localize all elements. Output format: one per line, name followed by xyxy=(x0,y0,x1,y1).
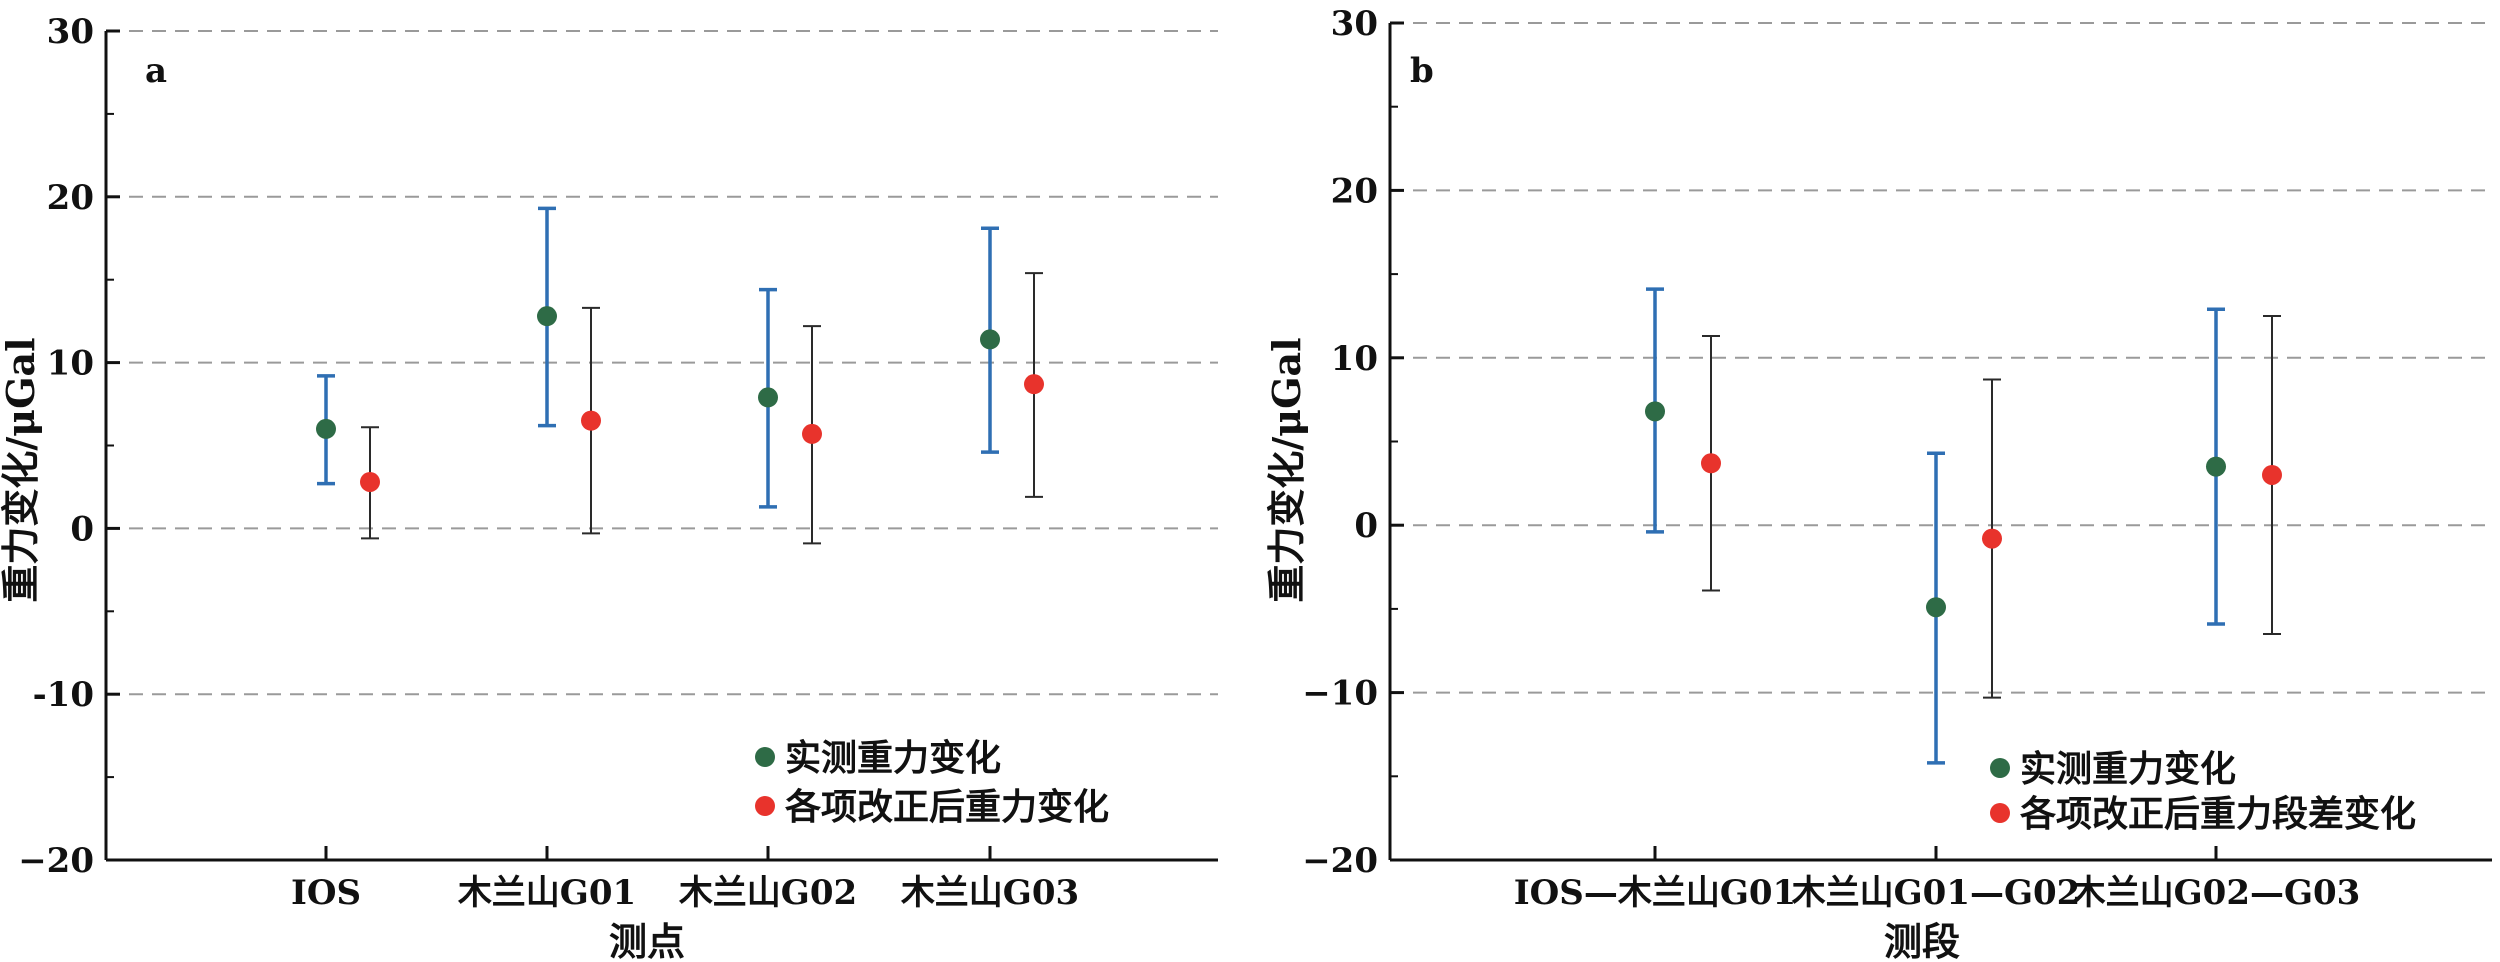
y-tick-label-b: −20 xyxy=(1302,841,1378,881)
panel-label-b: b xyxy=(1410,51,1434,91)
data-point-a-s0 xyxy=(316,418,336,439)
chart-panel-a: 测点 重力变化/μGal −20 -10 0 10 20 30 IOS 木兰山G01 木兰山G0… xyxy=(0,12,1218,962)
data-point-b-s0 xyxy=(1645,401,1665,422)
y-axis-title-a: 重力变化/μGal xyxy=(0,337,43,602)
data-point-b-s0 xyxy=(1926,597,1946,618)
y-tick-label-b: −10 xyxy=(1302,674,1378,714)
panel-label-a: a xyxy=(145,51,167,91)
data-point-a-s1 xyxy=(1024,374,1044,395)
y-tick-label-b: 20 xyxy=(1331,171,1378,211)
x-tick-label-a: 木兰山G03 xyxy=(900,873,1079,913)
legend-label-corrected-a: 各项改正后重力变化 xyxy=(785,786,1109,828)
data-point-a-s0 xyxy=(758,387,778,408)
x-tick-label-a: IOS xyxy=(291,873,361,913)
data-point-a-s1 xyxy=(360,471,380,492)
data-point-a-s0 xyxy=(980,329,1000,350)
y-tick-label-b: 30 xyxy=(1331,4,1378,44)
data-point-a-s1 xyxy=(802,423,822,444)
y-tick-label-a: 20 xyxy=(47,178,94,218)
data-point-b-s1 xyxy=(1982,528,2002,549)
y-tick-label-a: 0 xyxy=(70,509,94,549)
x-tick-label-a: 木兰山G02 xyxy=(678,873,857,913)
y-tick-label-b: 10 xyxy=(1331,339,1378,379)
legend-marker-corrected-b xyxy=(1990,803,2010,823)
y-tick-label-a: -10 xyxy=(33,675,94,715)
y-tick-label-b: 0 xyxy=(1354,506,1378,546)
x-tick-label-b: 木兰山G02—G03 xyxy=(2071,873,2361,913)
legend-marker-measured-a xyxy=(755,747,775,767)
data-point-a-s1 xyxy=(581,410,601,431)
x-tick-label-b: 木兰山G01—G02 xyxy=(1791,873,2081,913)
chart-panel-b: 测段 重力变化/μGal −20−100102030IOS—木兰山G01木兰山G… xyxy=(1264,4,2492,962)
legend-label-corrected-b: 各项改正后重力段差变化 xyxy=(2020,793,2416,835)
legend-label-measured-b: 实测重力变化 xyxy=(2020,748,2236,790)
y-tick-label-a: −20 xyxy=(18,841,94,881)
data-point-a-s0 xyxy=(537,306,557,327)
y-tick-label-a: 30 xyxy=(47,12,94,52)
legend-marker-corrected-a xyxy=(755,796,775,816)
x-axis-title-b: 测段 xyxy=(1884,919,1960,962)
data-point-b-s0 xyxy=(2206,456,2226,477)
legend-label-measured-a: 实测重力变化 xyxy=(785,737,1001,779)
y-tick-label-a: 10 xyxy=(47,344,94,384)
y-axis-title-b: 重力变化/μGal xyxy=(1264,337,1309,602)
legend-marker-measured-b xyxy=(1990,758,2010,778)
x-axis-title-a: 测点 xyxy=(609,919,685,962)
x-tick-label-a: 木兰山G01 xyxy=(457,873,636,913)
data-point-b-s1 xyxy=(1701,453,1721,474)
data-point-b-s1 xyxy=(2262,464,2282,485)
x-tick-label-b: IOS—木兰山G01 xyxy=(1514,873,1796,913)
